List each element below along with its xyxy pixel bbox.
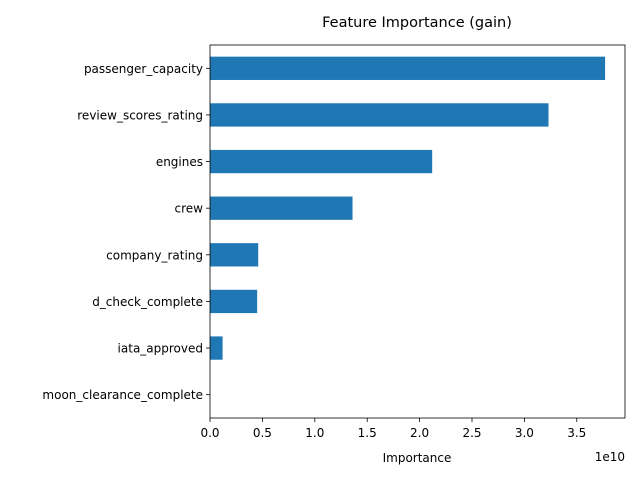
plot-frame <box>209 44 626 419</box>
x-tick-label: 3.0 <box>515 426 534 440</box>
y-tick-label: iata_approved <box>118 342 203 356</box>
bar-engines <box>210 149 433 174</box>
x-tick-label: 0.0 <box>200 426 219 440</box>
y-tick-label: review_scores_rating <box>77 108 203 122</box>
chart-title: Feature Importance (gain) <box>322 15 512 31</box>
x-tick-label: 1.5 <box>358 426 377 440</box>
y-tick-label: passenger_capacity <box>84 62 203 76</box>
bar-d_check_complete <box>210 289 258 314</box>
x-tick-label: 3.5 <box>567 426 586 440</box>
y-tick-label: company_rating <box>106 248 203 262</box>
x-tick-label: 1.0 <box>305 426 324 440</box>
y-tick-label: engines <box>156 155 203 169</box>
bar-review_scores_rating <box>210 103 549 127</box>
bar-company_rating <box>210 243 259 267</box>
bar-crew <box>210 196 353 220</box>
y-tick-label: crew <box>175 202 204 216</box>
y-tick-label: moon_clearance_complete <box>42 388 203 402</box>
x-tick-label: 2.0 <box>410 426 429 440</box>
x-axis-label: Importance <box>383 451 452 465</box>
plot-area: passenger_capacity review_scores_ratingen… <box>42 44 626 440</box>
x-tick-label: 0.5 <box>253 426 272 440</box>
bar-passenger_capacity <box>210 56 606 80</box>
y-tick-label: d_check_complete <box>92 295 203 309</box>
bar-iata_approved <box>210 336 223 360</box>
x-axis-offset-label: 1e10 <box>595 450 625 464</box>
x-tick-label: 2.5 <box>462 426 481 440</box>
